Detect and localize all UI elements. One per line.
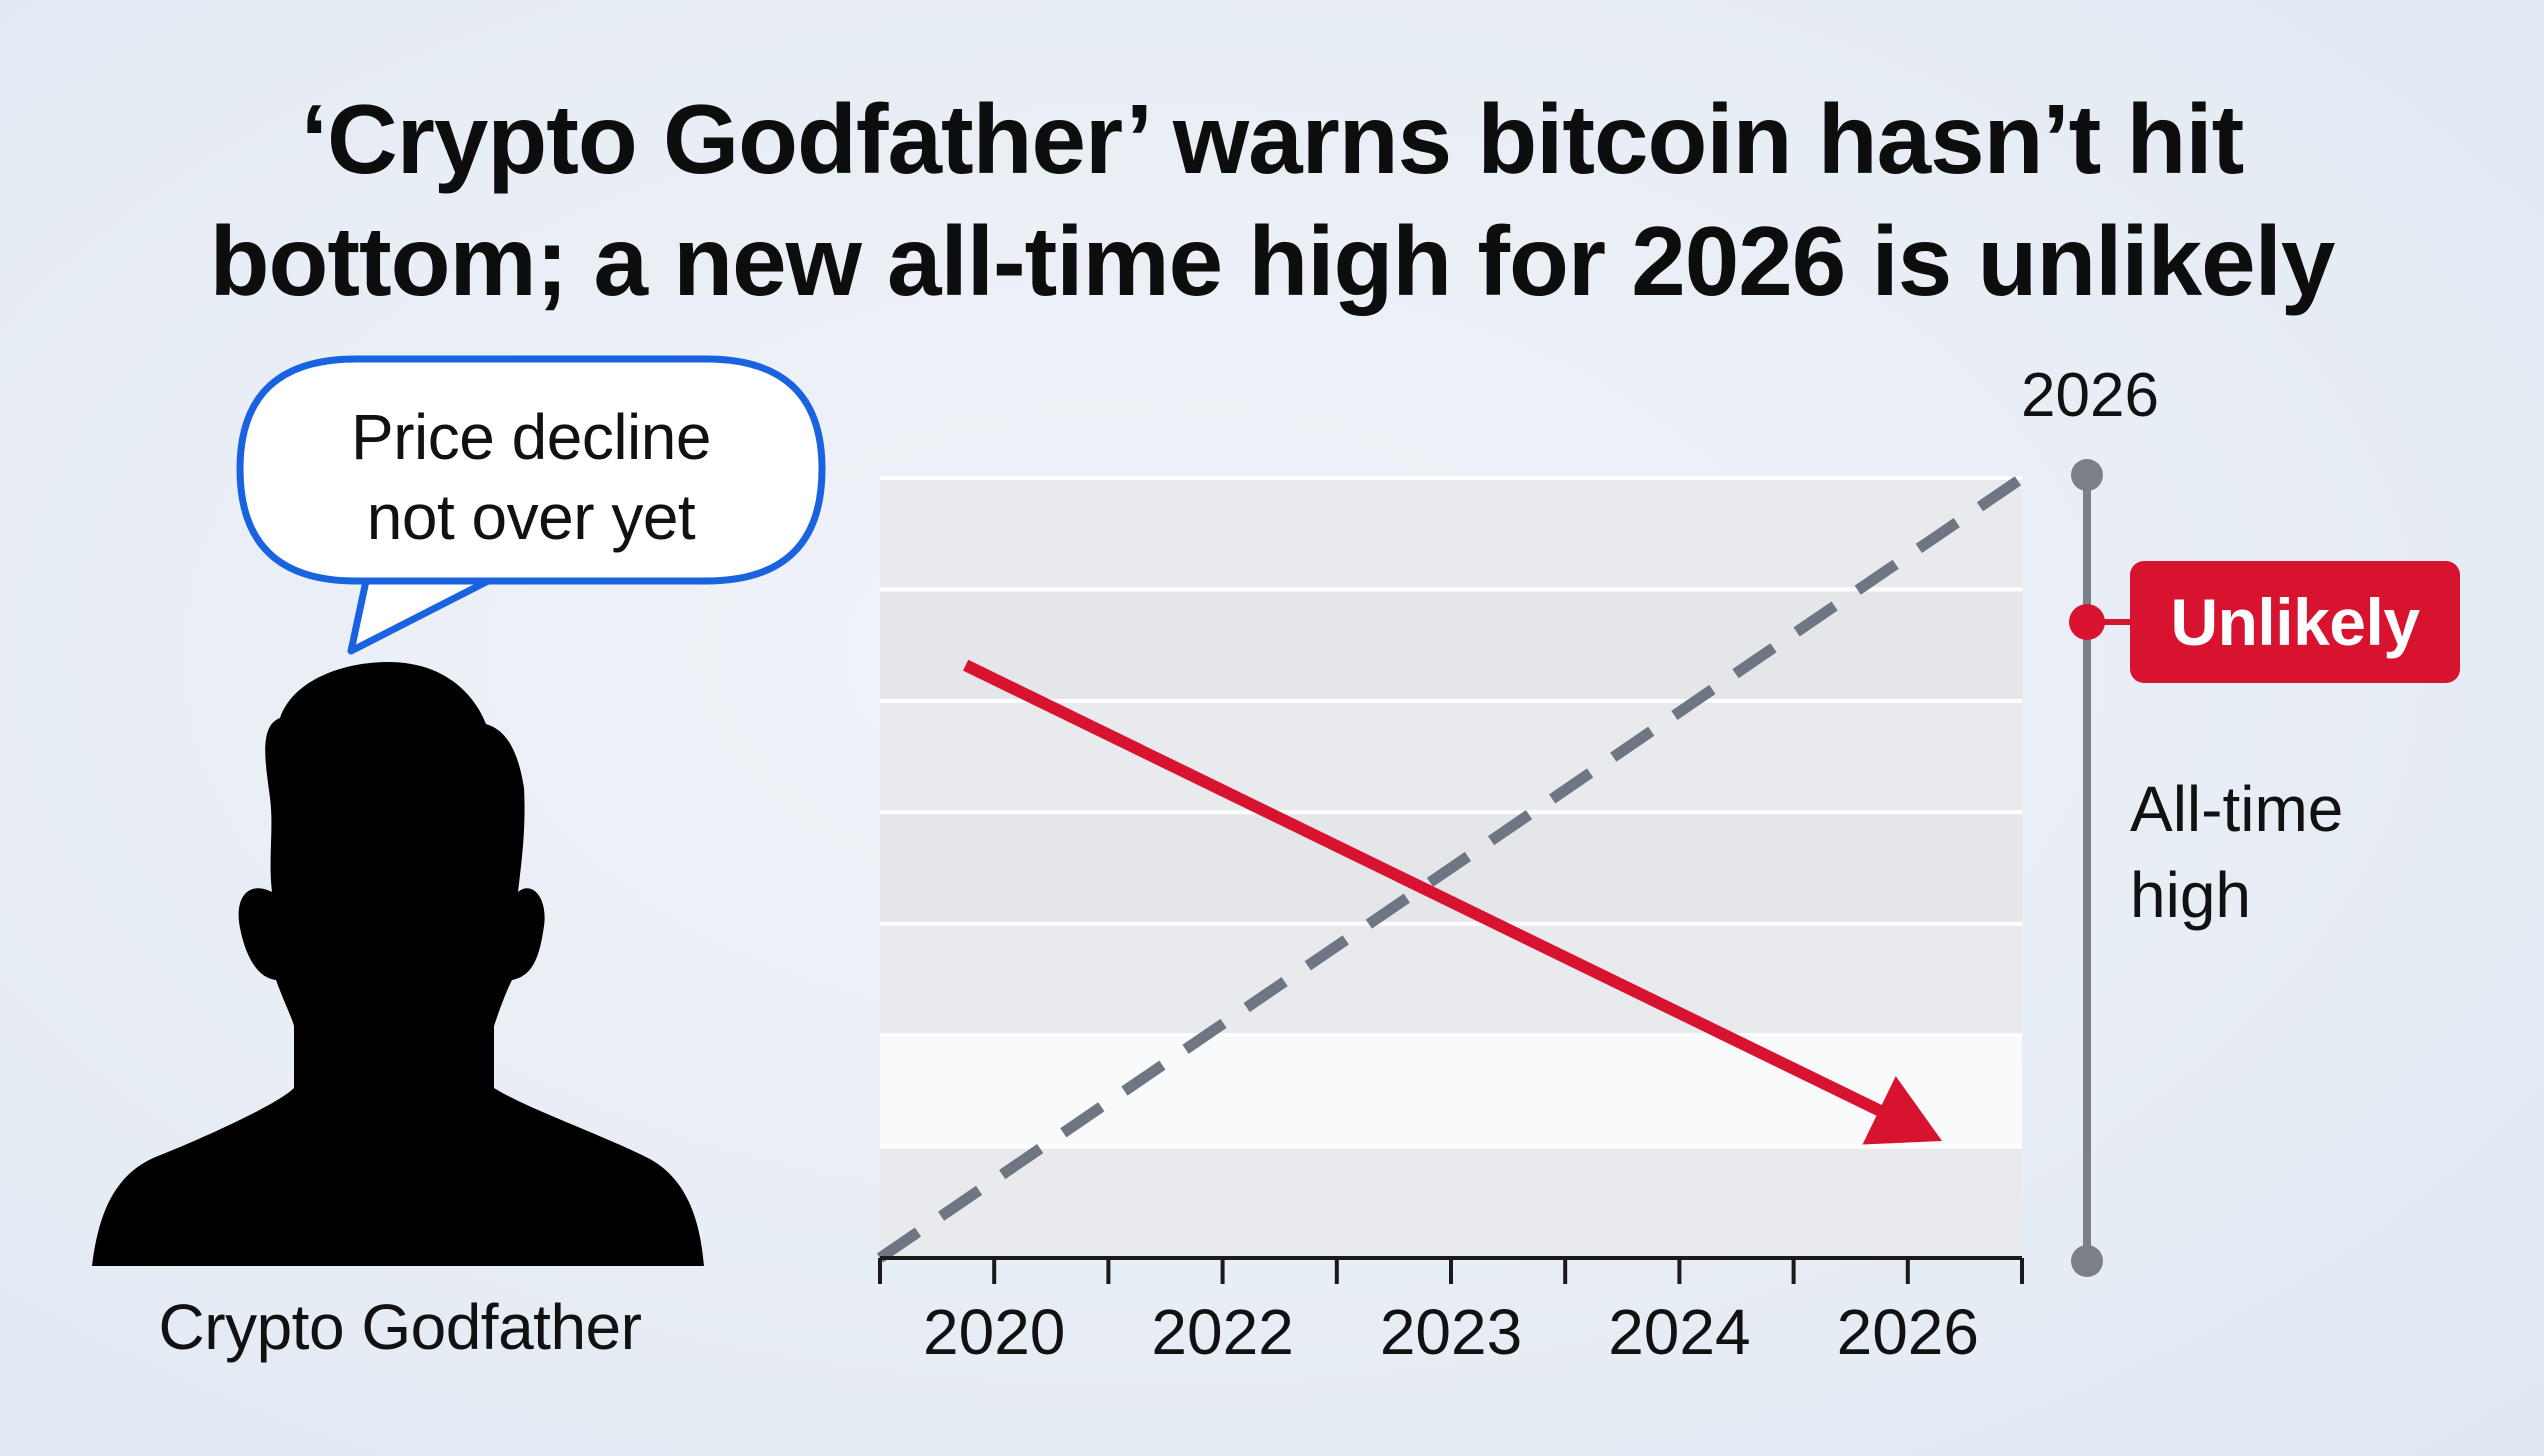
series-layer	[876, 473, 2026, 1263]
all-time-high-line-1: All-time	[2130, 773, 2344, 845]
plot-band	[880, 700, 2022, 813]
timeline-top-year: 2026	[2021, 361, 2159, 430]
timeline-bottom-dot	[2071, 1245, 2103, 1277]
unlikely-badge: Unlikely	[2130, 561, 2460, 683]
timeline-axis	[2069, 459, 2134, 1277]
headline-line-2: bottom; a new all-time high for 2026 is …	[209, 206, 2336, 316]
series-red-line	[963, 659, 1889, 1120]
all-time-high-label: All-time high	[2130, 766, 2460, 938]
x-tick-label: 2024	[1608, 1296, 1750, 1368]
speech-bubble-shape	[236, 355, 826, 655]
unlikely-marker-dot	[2069, 604, 2105, 640]
headline-line-1: ‘Crypto Godfather’ warns bitcoin hasn’t …	[300, 84, 2245, 194]
headline: ‘Crypto Godfather’ warns bitcoin hasn’t …	[0, 78, 2544, 322]
person-caption: Crypto Godfather	[158, 1291, 642, 1363]
plot-band	[880, 923, 2022, 1036]
series-dashed-line	[876, 473, 2026, 1263]
timeline-top-dot	[2071, 459, 2103, 491]
x-tick-label: 2020	[923, 1296, 1065, 1368]
x-tick-label: 2026	[1837, 1296, 1979, 1368]
speech-bubble-line-2: not over yet	[366, 481, 696, 553]
plot-band	[880, 589, 2022, 701]
plot-band	[880, 1146, 2022, 1258]
speech-bubble-text: Price decline not over yet	[236, 397, 826, 557]
grid-lines	[880, 476, 2022, 1149]
person-silhouette-icon	[92, 662, 704, 1266]
plot-band	[880, 478, 2022, 590]
speech-bubble: Price decline not over yet	[236, 355, 826, 655]
x-tick-label: 2023	[1380, 1296, 1522, 1368]
series-red-arrowhead	[1862, 1076, 1943, 1145]
all-time-high-line-2: high	[2130, 859, 2251, 931]
x-axis: 2020 2022 2023 2024 2026	[878, 1256, 2024, 1368]
x-tick-label: 2022	[1151, 1296, 1293, 1368]
speech-bubble-line-1: Price decline	[351, 401, 711, 473]
